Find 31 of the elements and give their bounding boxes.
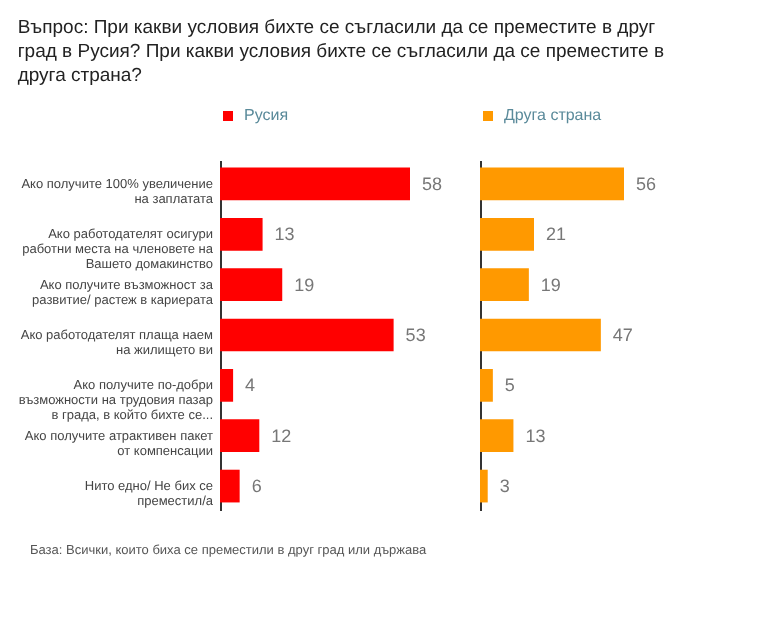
bar (220, 419, 260, 453)
data-label: 13 (525, 425, 546, 446)
data-label: 21 (546, 224, 567, 245)
bar (480, 469, 488, 503)
bar (220, 469, 240, 503)
bar (480, 167, 624, 201)
legend-label: Русия (244, 106, 289, 124)
bar (220, 368, 234, 402)
data-label: 12 (271, 425, 292, 446)
bar (220, 217, 263, 251)
data-label: 6 (251, 476, 262, 497)
bar (220, 318, 394, 352)
bar (480, 419, 514, 453)
bar (220, 167, 410, 201)
data-label: 19 (540, 274, 561, 295)
data-label: 5 (504, 375, 515, 396)
data-label: 53 (405, 325, 426, 345)
bar (480, 217, 534, 251)
chart-title: Въпрос: При какви условия бихте се съгласили да се преместите в друг град в Русия? При какви условия бихте се съгласили да се преместите в друга страна? (17, 17, 665, 87)
data-label: 19 (294, 274, 315, 295)
bar (220, 268, 283, 302)
bar (480, 318, 601, 352)
legend-label: Друга страна (504, 106, 603, 124)
data-label: 56 (636, 173, 657, 194)
data-label: 3 (499, 476, 510, 497)
data-label: 47 (612, 325, 633, 345)
bar (480, 268, 529, 302)
data-label: 13 (274, 224, 295, 245)
data-label: 4 (245, 375, 256, 396)
bar (480, 368, 493, 402)
data-label: 58 (422, 173, 443, 194)
